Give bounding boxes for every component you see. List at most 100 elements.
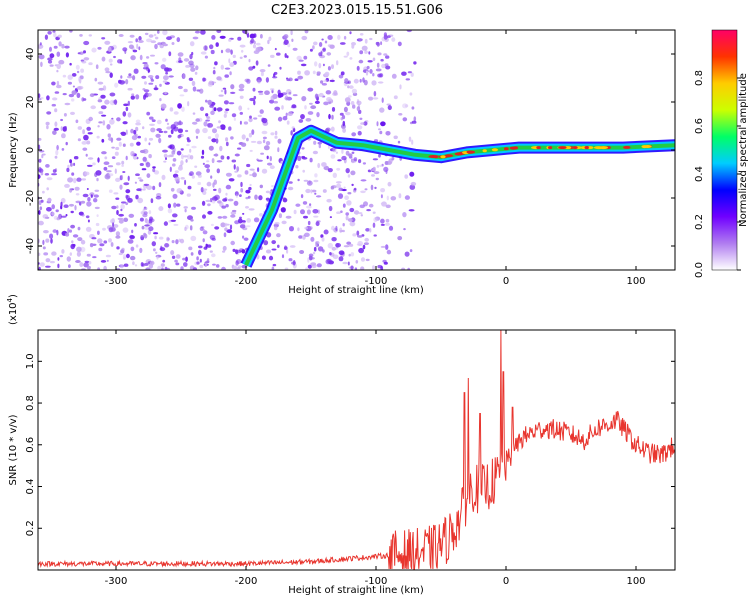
noise-speckle — [72, 234, 79, 238]
noise-speckle — [297, 178, 300, 182]
noise-speckle — [215, 264, 220, 268]
noise-speckle — [195, 65, 199, 71]
noise-speckle — [225, 204, 229, 208]
noise-speckle — [76, 92, 81, 98]
noise-speckle — [358, 59, 364, 64]
noise-speckle — [228, 58, 231, 64]
snr-x-tick-label: 0 — [503, 576, 509, 587]
snr-x-tick-label: -200 — [235, 576, 258, 587]
noise-speckle — [328, 205, 333, 212]
carrier-hotspot — [482, 149, 487, 153]
noise-speckle — [123, 182, 130, 186]
noise-speckle — [238, 218, 243, 224]
noise-speckle — [125, 155, 128, 161]
noise-speckle — [185, 256, 188, 262]
noise-speckle — [227, 198, 234, 202]
noise-speckle — [398, 193, 402, 199]
noise-speckle — [38, 266, 41, 270]
noise-speckle — [71, 73, 77, 77]
noise-speckle — [212, 182, 215, 188]
noise-speckle — [118, 219, 124, 224]
noise-speckle — [406, 30, 412, 33]
noise-speckle — [380, 223, 385, 226]
noise-speckle — [128, 213, 135, 218]
noise-speckle — [150, 198, 154, 204]
noise-speckle — [173, 126, 179, 132]
noise-speckle — [411, 120, 417, 124]
noise-speckle — [249, 183, 252, 187]
noise-speckle — [312, 45, 315, 50]
noise-speckle — [297, 70, 301, 75]
noise-speckle — [217, 216, 223, 219]
noise-speckle — [248, 58, 251, 63]
noise-speckle — [244, 78, 250, 83]
noise-speckle — [120, 208, 123, 212]
noise-speckle — [176, 150, 182, 156]
carrier-hotspot — [440, 155, 446, 159]
noise-speckle — [116, 210, 119, 215]
noise-speckle — [159, 98, 162, 102]
noise-speckle — [61, 43, 65, 49]
noise-speckle — [115, 162, 121, 166]
noise-speckle — [127, 239, 134, 244]
noise-speckle — [110, 137, 114, 143]
noise-speckle — [301, 147, 305, 150]
noise-speckle — [254, 194, 258, 200]
noise-speckle — [357, 240, 364, 247]
noise-speckle — [210, 223, 214, 227]
noise-speckle — [158, 137, 162, 144]
noise-speckle — [158, 236, 164, 240]
noise-speckle — [170, 250, 175, 256]
noise-speckle — [189, 63, 195, 68]
noise-speckle — [381, 97, 384, 103]
noise-speckle — [69, 229, 72, 233]
noise-speckle — [358, 159, 362, 164]
noise-speckle — [210, 81, 217, 84]
noise-speckle — [80, 200, 86, 204]
noise-speckle — [171, 240, 175, 244]
noise-speckle — [68, 203, 75, 207]
colorbar-tick-label: 0.0 — [694, 262, 705, 278]
noise-speckle — [322, 63, 325, 67]
noise-speckle — [354, 267, 358, 270]
noise-speckle — [216, 30, 222, 34]
noise-speckle — [169, 107, 174, 112]
noise-speckle — [391, 37, 396, 42]
noise-speckle — [345, 212, 350, 216]
noise-speckle — [271, 248, 277, 251]
noise-speckle — [183, 206, 188, 209]
noise-speckle — [122, 227, 129, 233]
noise-speckle — [123, 103, 129, 107]
noise-speckle — [96, 214, 99, 218]
noise-speckle — [54, 108, 58, 113]
noise-speckle — [224, 67, 231, 70]
carrier-hotspot — [623, 145, 631, 149]
noise-speckle — [249, 149, 253, 152]
noise-speckle — [142, 148, 149, 154]
noise-speckle — [110, 242, 114, 247]
noise-speckle — [387, 181, 392, 187]
noise-speckle — [73, 162, 76, 166]
noise-speckle — [101, 151, 107, 155]
noise-speckle — [40, 61, 43, 67]
carrier-hotspot — [513, 146, 518, 150]
noise-speckle — [89, 93, 95, 98]
noise-speckle — [87, 197, 91, 202]
noise-speckle — [360, 190, 366, 194]
noise-speckle — [156, 255, 159, 260]
noise-speckle — [56, 69, 59, 73]
noise-speckle — [186, 193, 191, 197]
noise-speckle — [128, 44, 134, 50]
noise-speckle — [199, 258, 202, 263]
noise-speckle — [52, 130, 57, 136]
noise-speckle — [223, 113, 227, 118]
noise-speckle — [97, 81, 104, 85]
noise-speckle — [148, 82, 154, 85]
noise-speckle — [215, 42, 219, 47]
noise-speckle — [172, 163, 176, 167]
noise-speckle — [60, 201, 63, 207]
noise-speckle — [107, 133, 112, 138]
noise-speckle — [135, 38, 138, 43]
noise-speckle — [109, 99, 116, 106]
noise-speckle — [288, 258, 293, 262]
